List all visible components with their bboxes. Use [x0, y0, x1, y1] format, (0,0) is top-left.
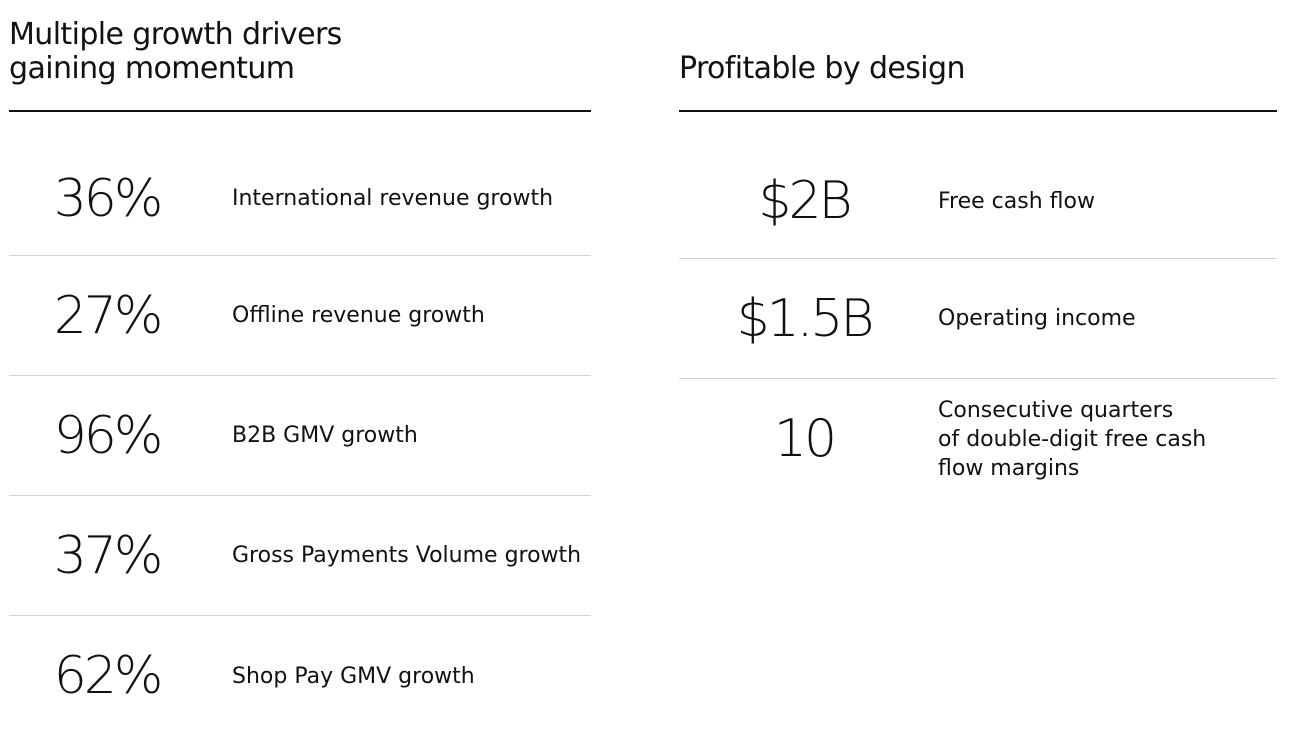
profit-metric-row: 10 Consecutive quarters of double-digit … [679, 379, 1277, 499]
metric-value: 10 [773, 409, 837, 469]
growth-heading-divider [9, 110, 591, 112]
metric-value: 62% [53, 646, 164, 706]
metric-label: Shop Pay GMV growth [232, 663, 475, 689]
profit-metrics-list: $2B Free cash flow $1.5B Operating incom… [679, 112, 1277, 499]
metric-value: $1.5B [736, 288, 875, 349]
metric-value: 96% [53, 405, 164, 466]
growth-metric-row: 36% International revenue growth [9, 112, 591, 256]
metric-label: Gross Payments Volume growth [232, 543, 582, 568]
metric-label: International revenue growth [232, 186, 554, 211]
growth-drivers-heading: Multiple growth drivers gaining momentum [9, 17, 342, 86]
profitability-heading: Profitable by design [679, 51, 965, 86]
metric-value: $2B [758, 171, 852, 231]
growth-metrics-list: 36% International revenue growth 27% Off… [9, 112, 591, 736]
metric-label: B2B GMV growth [232, 423, 418, 448]
growth-metric-row: 96% B2B GMV growth [9, 376, 591, 496]
metric-value: 36% [53, 168, 164, 229]
growth-metric-row: 62% Shop Pay GMV growth [9, 616, 591, 736]
profit-metric-row: $2B Free cash flow [679, 112, 1277, 259]
growth-metric-row: 27% Offline revenue growth [9, 256, 591, 376]
metric-label: Operating income [938, 306, 1136, 331]
metric-value: 37% [53, 525, 164, 586]
metric-label: Consecutive quarters of double-digit fre… [938, 397, 1207, 481]
metric-label: Free cash flow [938, 188, 1095, 214]
profit-metric-row: $1.5B Operating income [679, 259, 1277, 379]
metric-label: Offline revenue growth [232, 303, 485, 328]
profit-heading-divider [679, 110, 1277, 112]
metric-value: 27% [53, 285, 164, 346]
growth-metric-row: 37% Gross Payments Volume growth [9, 496, 591, 616]
